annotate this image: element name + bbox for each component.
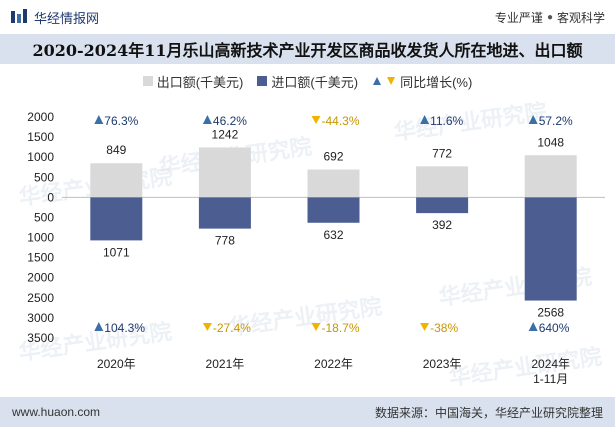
export-value-label: 849 (106, 143, 126, 157)
y-tick-label: 3000 (27, 311, 54, 325)
import-growth-triangle-icon (94, 322, 104, 331)
tagline-left: 专业严谨 (494, 10, 543, 25)
export-growth-triangle-icon (311, 116, 321, 124)
legend-growth-label: 同比增长(%) (400, 74, 473, 90)
export-growth-label: 11.6% (430, 114, 463, 128)
y-tick-label: 1500 (27, 251, 54, 265)
y-tick-label: 2000 (27, 271, 54, 285)
import-growth-label: 640% (539, 321, 570, 335)
import-growth-triangle-icon (311, 323, 321, 331)
export-growth-triangle-icon (202, 115, 212, 124)
x-tick-label: 2022年 (314, 357, 353, 371)
x-tick-label: 2020年 (97, 357, 136, 371)
legend-item-growth: 同比增长(%) (372, 72, 472, 91)
import-bar (198, 197, 251, 229)
footer-source: 数据来源：中国海关，华经产业研究院整理 (374, 405, 603, 420)
export-value-label: 772 (432, 146, 452, 160)
import-growth-label: 104.3% (104, 321, 145, 335)
footer-website[interactable]: www.huaon.com (12, 405, 101, 419)
export-growth-triangle-icon (94, 115, 104, 124)
legend-export-label: 出口额(千美元) (156, 74, 244, 90)
import-growth-label: -27.4% (213, 321, 251, 335)
export-growth-label: 46.2% (213, 114, 247, 128)
export-swatch-icon (142, 76, 153, 86)
x-tick-label: 2023年 (423, 357, 462, 371)
export-value-label: 692 (323, 150, 343, 164)
y-tick-label: 500 (34, 170, 54, 184)
export-bar (90, 163, 143, 198)
tagline-dot-icon: ● (546, 11, 553, 23)
legend: 出口额(千美元) 进口额(千美元) 同比增长(%) (0, 70, 615, 92)
import-value-label: 778 (215, 234, 235, 248)
export-bar (198, 147, 251, 198)
bar-chart: 华经产业研究院华经产业研究院华经产业研究院华经产业研究院华经产业研究院华经产业研… (17, 99, 605, 390)
import-growth-label: -38% (430, 321, 458, 335)
down-triangle-icon (387, 77, 396, 85)
export-growth-label: 76.3% (104, 114, 138, 128)
import-value-label: 1071 (103, 245, 130, 259)
legend-item-export: 出口额(千美元) (142, 72, 244, 91)
export-growth-label: -44.3% (322, 114, 360, 128)
import-value-label: 392 (432, 218, 452, 232)
logo-icon (11, 9, 27, 23)
export-value-label: 1048 (537, 135, 564, 149)
top-bar: 华经情报网 专业严谨 ● 客观科学 (0, 0, 615, 34)
import-bar (416, 197, 469, 214)
brand[interactable]: 华经情报网 (10, 8, 99, 27)
y-tick-label: 500 (34, 210, 54, 224)
y-tick-label: 1500 (27, 130, 54, 144)
import-bar (90, 197, 143, 241)
export-bar (524, 155, 577, 198)
y-tick-label: 2000 (27, 110, 54, 124)
import-growth-triangle-icon (528, 322, 538, 331)
import-bar (307, 197, 360, 223)
export-bar (307, 169, 360, 198)
tagline-right: 客观科学 (556, 10, 605, 25)
import-bar (524, 197, 577, 301)
tagline: 专业严谨 ● 客观科学 (495, 9, 605, 26)
import-growth-triangle-icon (202, 323, 212, 331)
footer: www.huaon.com 数据来源：中国海关，华经产业研究院整理 (0, 397, 615, 427)
export-growth-triangle-icon (528, 115, 538, 124)
x-tick-label: 2021年 (206, 357, 245, 371)
brand-name: 华经情报网 (34, 10, 100, 26)
x-tick-label: 2024年 1-11月 (531, 357, 570, 386)
export-bar (416, 166, 469, 198)
y-tick-label: 2500 (27, 291, 54, 305)
watermark-text: 华经产业研究院 (447, 344, 603, 390)
y-tick-label: 1000 (27, 231, 54, 245)
legend-import-label: 进口额(千美元) (271, 74, 359, 90)
legend-item-import: 进口额(千美元) (257, 72, 358, 91)
import-growth-label: -18.7% (322, 321, 360, 335)
y-tick-label: 0 (47, 190, 54, 204)
import-value-label: 632 (323, 228, 343, 242)
up-triangle-icon (373, 77, 382, 85)
export-growth-label: 57.2% (539, 114, 573, 128)
import-swatch-icon (257, 76, 268, 86)
y-tick-label: 3500 (27, 331, 54, 345)
export-value-label: 1242 (212, 127, 239, 141)
export-growth-triangle-icon (420, 115, 430, 124)
chart-title: 2020-2024年11月乐山高新技术产业开发区商品收发货人所在地进、出口额 (32, 41, 583, 60)
import-value-label: 2568 (537, 306, 564, 320)
y-tick-label: 1000 (27, 150, 54, 164)
chart-title-bar: 2020-2024年11月乐山高新技术产业开发区商品收发货人所在地进、出口额 (0, 34, 615, 64)
watermark-text: 华经产业研究院 (392, 99, 548, 145)
import-growth-triangle-icon (420, 323, 430, 331)
